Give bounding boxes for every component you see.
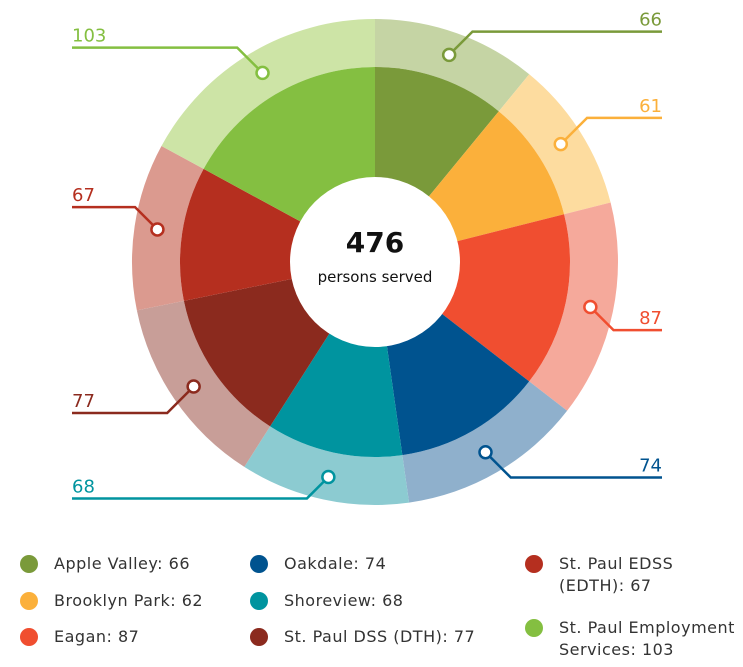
callout-line — [589, 306, 662, 332]
outer-slice — [402, 381, 568, 503]
value-label: 74 — [639, 456, 662, 477]
legend-item: St. Paul Employment Services: 103 — [525, 617, 739, 661]
legend-swatch — [20, 555, 38, 573]
legend-label: Eagan: 87 — [54, 627, 140, 646]
center-value: 476 — [346, 226, 404, 259]
callout-line — [484, 451, 662, 479]
value-label: 77 — [72, 391, 95, 412]
legend-item: Brooklyn Park: 62 — [20, 590, 203, 612]
value-label: 103 — [72, 26, 106, 47]
callout-dot — [150, 222, 165, 237]
legend-label: St. Paul EDSS (EDTH): 67 — [559, 554, 674, 595]
callout-line — [72, 385, 195, 415]
center-hole — [290, 177, 460, 347]
legend-swatch — [525, 619, 543, 637]
center-label: persons served — [318, 268, 433, 286]
callout-dot — [321, 469, 336, 485]
value-label: 61 — [639, 96, 662, 117]
legend-item: Shoreview: 68 — [250, 590, 403, 612]
outer-slice — [131, 146, 204, 311]
legend-label: St. Paul Employment Services: 103 — [559, 618, 735, 659]
legend: Apple Valley: 66 Brooklyn Park: 62 Eagan: … — [0, 553, 743, 667]
legend-swatch — [250, 592, 268, 610]
callout-dot — [255, 65, 270, 81]
legend-item: Apple Valley: 66 — [20, 553, 190, 575]
value-label: 67 — [72, 185, 95, 206]
callout-line — [448, 30, 662, 56]
callout-dot — [478, 444, 493, 460]
outer-slice — [244, 426, 410, 505]
callout-dot — [583, 299, 598, 315]
outer-slice — [375, 19, 530, 112]
callout-dot — [553, 136, 569, 152]
value-label: 68 — [72, 476, 95, 497]
legend-item: St. Paul DSS (DTH): 77 — [250, 626, 475, 648]
callout-dot — [441, 47, 457, 63]
outer-slice — [161, 19, 375, 169]
legend-item: Eagan: 87 — [20, 626, 139, 648]
callout-dot — [186, 379, 201, 394]
legend-label: St. Paul DSS (DTH): 77 — [284, 627, 476, 646]
legend-item: St. Paul EDSS (EDTH): 67 — [525, 553, 739, 597]
legend-label: Brooklyn Park: 62 — [54, 591, 204, 610]
chart: 476 persons served 66 61 87 74 68 77 67 103 — [72, 10, 662, 505]
legend-swatch — [20, 628, 38, 646]
value-label: 87 — [639, 308, 662, 329]
legend-swatch — [250, 628, 268, 646]
outer-slice — [529, 202, 618, 411]
legend-label: Shoreview: 68 — [284, 591, 404, 610]
callout-line — [72, 476, 330, 500]
value-label: 66 — [639, 10, 662, 31]
legend-swatch — [525, 555, 543, 573]
callout-line — [72, 205, 159, 231]
slices — [131, 19, 618, 505]
legend-item: Oakdale: 74 — [250, 553, 386, 575]
legend-label: Oakdale: 74 — [284, 554, 387, 573]
callout-line — [72, 46, 264, 74]
callout-line — [559, 116, 662, 146]
outer-slice — [136, 300, 271, 467]
legend-swatch — [250, 555, 268, 573]
legend-swatch — [20, 592, 38, 610]
legend-label: Apple Valley: 66 — [54, 554, 191, 573]
